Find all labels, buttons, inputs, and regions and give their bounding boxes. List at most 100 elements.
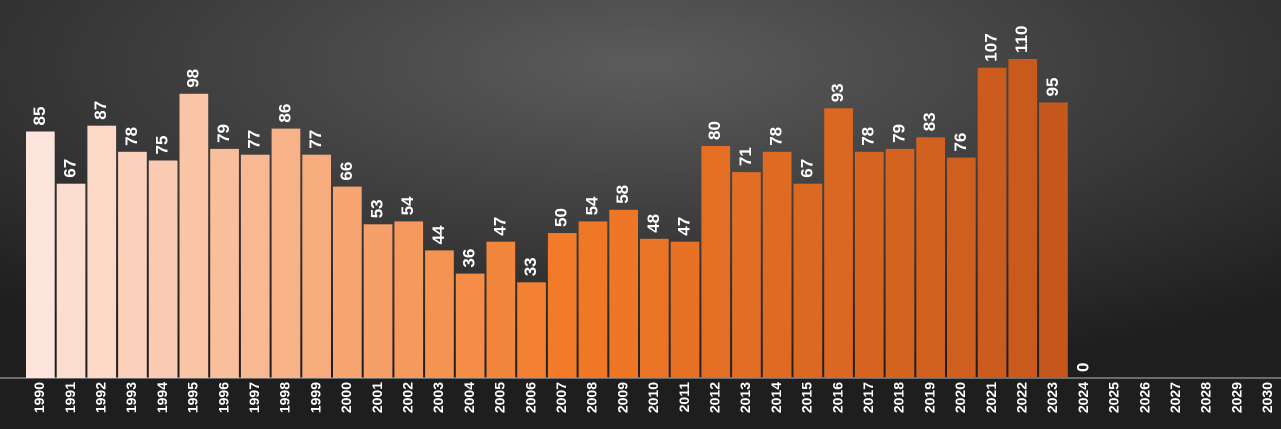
value-label: 44 <box>429 225 448 244</box>
x-tick-label: 1990 <box>31 382 47 413</box>
bar <box>26 131 55 378</box>
bar <box>87 125 117 378</box>
x-tick-label: 1991 <box>62 382 78 413</box>
x-tick-label: 1998 <box>277 382 293 413</box>
bar <box>947 157 976 378</box>
value-label: 76 <box>951 133 970 152</box>
value-label: 95 <box>1043 78 1062 97</box>
x-tick-label: 1996 <box>215 382 231 413</box>
x-tick-label: 1992 <box>92 382 108 413</box>
x-tick-label: 2019 <box>921 382 937 413</box>
value-label: 93 <box>828 83 847 102</box>
value-label: 80 <box>705 121 724 140</box>
x-tick-label: 2001 <box>369 382 385 413</box>
bar <box>179 93 209 379</box>
bar <box>394 221 424 378</box>
value-label: 33 <box>521 257 540 276</box>
value-label: 47 <box>675 217 694 236</box>
value-label: 98 <box>183 69 202 88</box>
bar <box>916 137 945 378</box>
x-tick-label: 2012 <box>706 382 722 413</box>
value-label: 87 <box>91 101 110 120</box>
x-tick-label: 2017 <box>860 382 876 413</box>
x-tick-label: 2029 <box>1228 382 1244 413</box>
value-label: 67 <box>797 159 816 178</box>
x-tick-label: 2014 <box>768 382 784 413</box>
value-label: 58 <box>613 185 632 204</box>
value-label: 67 <box>61 159 80 178</box>
bar <box>885 148 915 378</box>
x-tick-label: 2022 <box>1013 382 1029 413</box>
bar <box>425 250 454 378</box>
x-tick-label: 2025 <box>1106 382 1122 413</box>
value-label: 75 <box>153 136 172 155</box>
bar <box>793 183 823 378</box>
bar <box>455 273 485 378</box>
bar <box>56 183 86 378</box>
x-tick-label: 2024 <box>1075 382 1091 413</box>
value-label: 48 <box>644 214 663 233</box>
value-label: 36 <box>460 249 479 268</box>
bar <box>302 154 331 378</box>
x-tick-label: 2007 <box>553 382 569 413</box>
value-label: 86 <box>275 104 294 123</box>
x-tick-label: 2020 <box>952 382 968 413</box>
bar <box>210 148 239 378</box>
value-label: 0 <box>1074 363 1093 372</box>
x-tick-label: 2002 <box>399 382 415 413</box>
x-tick-label: 2011 <box>676 382 692 413</box>
value-label: 54 <box>582 196 601 215</box>
x-tick-label: 2023 <box>1044 382 1060 413</box>
bar <box>148 160 178 378</box>
bar <box>977 67 1007 378</box>
bar <box>670 241 700 378</box>
x-tick-label: 2015 <box>799 382 815 413</box>
x-tick-label: 1993 <box>123 382 139 413</box>
bar <box>118 151 147 378</box>
bar <box>640 238 669 378</box>
value-label: 77 <box>306 130 325 149</box>
value-label: 78 <box>122 127 141 146</box>
x-tick-label: 1994 <box>154 382 170 413</box>
bar <box>517 282 546 378</box>
bar <box>1039 102 1068 378</box>
x-tick-label: 2013 <box>737 382 753 413</box>
x-tick-label: 2027 <box>1167 382 1183 413</box>
x-tick-label: 2008 <box>584 382 600 413</box>
bar <box>333 186 362 378</box>
value-label: 85 <box>30 107 49 126</box>
x-tick-label: 2030 <box>1259 382 1275 413</box>
value-label: 78 <box>767 127 786 146</box>
x-tick-label: 2000 <box>338 382 354 413</box>
value-label: 83 <box>920 112 939 131</box>
x-tick-label: 1997 <box>246 382 262 413</box>
x-tick-label: 2004 <box>461 382 477 413</box>
x-tick-label: 1995 <box>185 382 201 413</box>
value-label: 77 <box>245 130 264 149</box>
value-label: 79 <box>889 124 908 143</box>
x-tick-label: 2021 <box>983 382 999 413</box>
bar <box>363 224 393 378</box>
bar <box>240 154 270 378</box>
value-label: 79 <box>214 124 233 143</box>
x-tick-label: 1999 <box>307 382 323 413</box>
value-label: 54 <box>398 196 417 215</box>
bar <box>854 151 884 378</box>
x-tick-label: 2003 <box>430 382 446 413</box>
value-label: 47 <box>490 217 509 236</box>
value-label: 71 <box>736 147 755 166</box>
value-label: 107 <box>982 33 1001 61</box>
value-label: 110 <box>1012 26 1031 53</box>
bar <box>701 146 731 378</box>
value-label: 66 <box>337 162 356 181</box>
value-label: 78 <box>859 127 878 146</box>
bar <box>271 128 301 378</box>
bar <box>486 241 516 378</box>
bar <box>547 233 577 378</box>
x-tick-label: 2010 <box>645 382 661 413</box>
value-label: 50 <box>552 208 571 227</box>
bar <box>609 209 638 378</box>
x-tick-label: 2005 <box>492 382 508 413</box>
x-tick-label: 2018 <box>891 382 907 413</box>
